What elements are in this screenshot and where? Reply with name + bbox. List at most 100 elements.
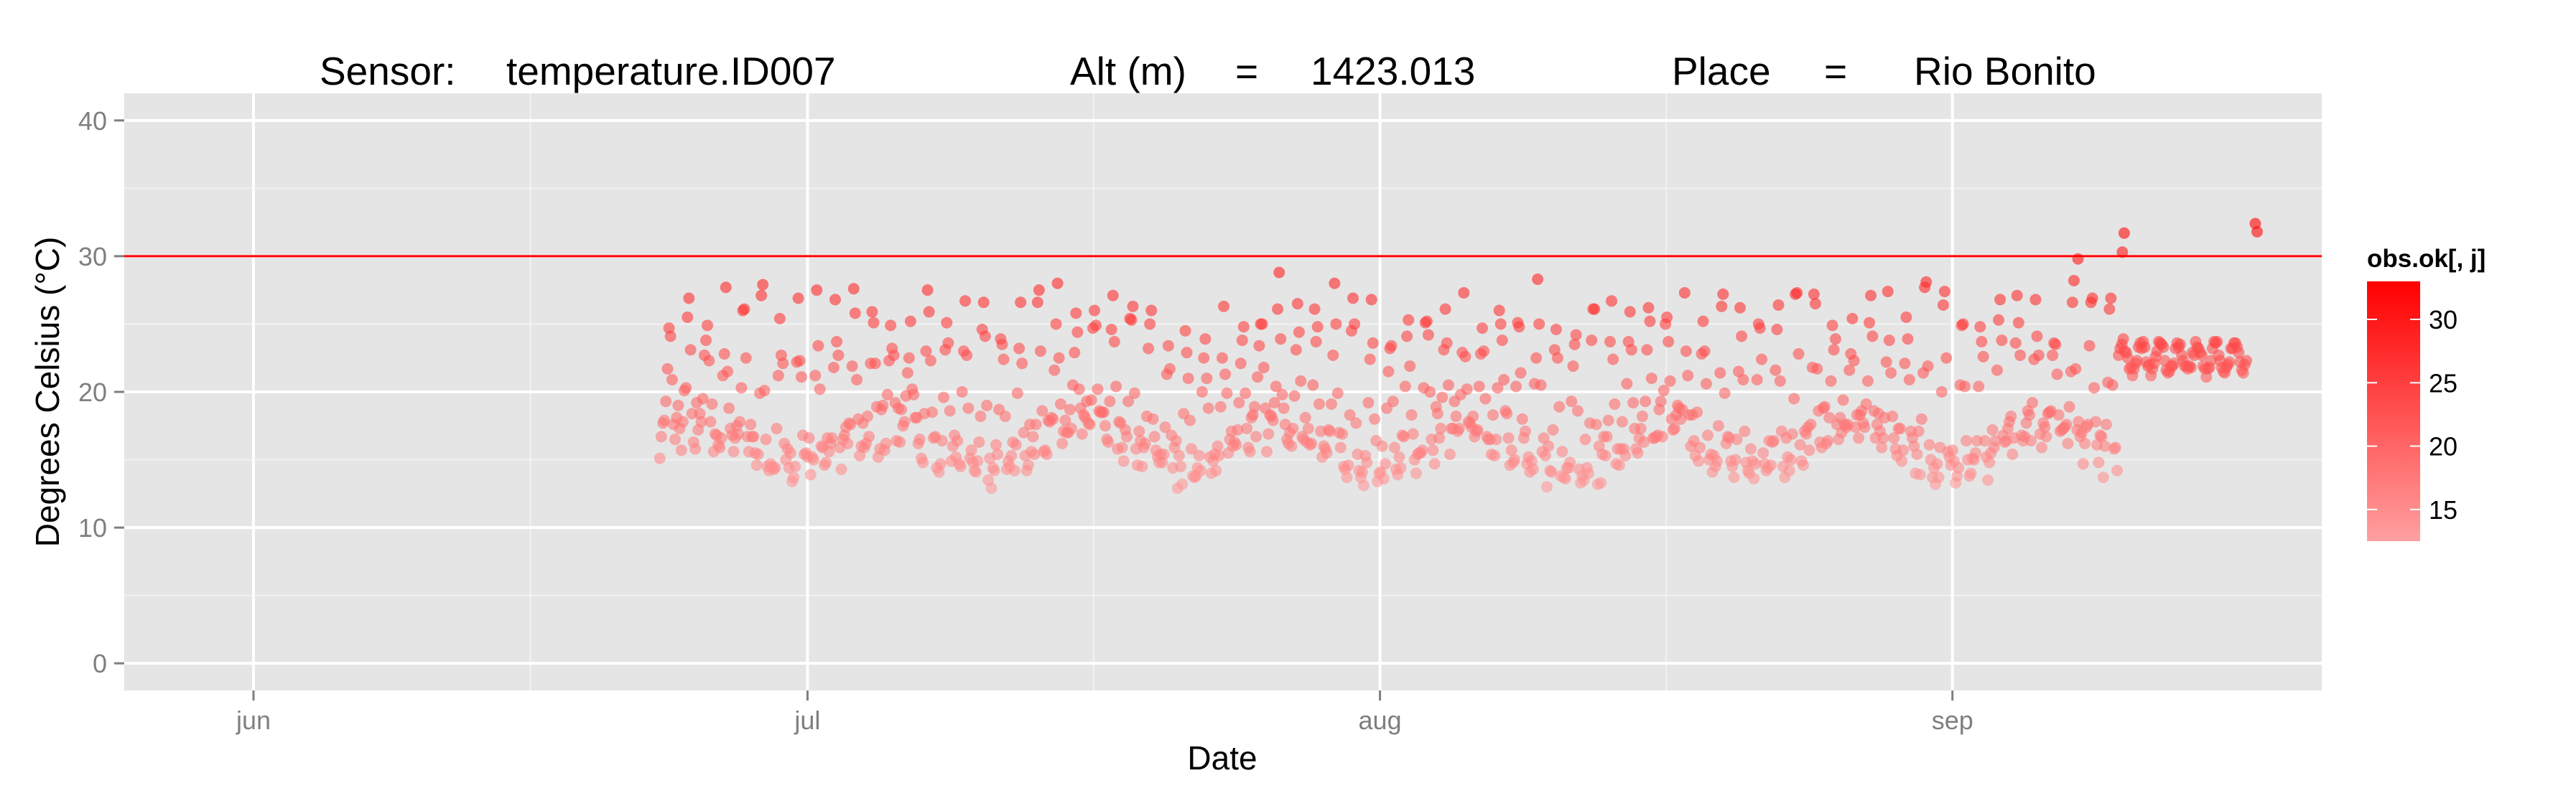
data-point <box>1680 345 1692 357</box>
data-point <box>2068 274 2080 286</box>
data-point <box>1656 431 1668 443</box>
data-point <box>1327 349 1339 361</box>
data-point <box>1550 324 1562 336</box>
data-point <box>706 398 718 411</box>
data-point <box>961 349 973 361</box>
data-point <box>655 431 667 443</box>
data-point <box>1018 426 1030 439</box>
data-point <box>1439 303 1451 315</box>
data-point <box>1826 319 1838 332</box>
data-point <box>1920 276 1933 288</box>
y-axis: 0 10 20 30 40 <box>78 106 124 678</box>
data-point <box>1861 375 1874 387</box>
data-point <box>926 406 938 418</box>
data-point <box>827 361 840 373</box>
data-point <box>771 423 783 435</box>
data-point <box>913 434 926 446</box>
data-point <box>1030 418 1042 431</box>
data-point <box>1015 296 1027 309</box>
data-point <box>1216 352 1228 364</box>
data-point <box>1248 400 1260 413</box>
data-point <box>745 418 757 431</box>
data-point <box>1059 414 1071 426</box>
data-point <box>2077 458 2089 470</box>
data-point <box>996 338 1008 350</box>
data-point <box>773 312 786 324</box>
data-point <box>1276 388 1288 400</box>
data-point <box>1253 339 1265 352</box>
data-point <box>1994 294 2007 306</box>
data-point <box>1330 318 1342 330</box>
data-point <box>2029 294 2042 306</box>
data-point <box>1331 387 1344 399</box>
legend-title: obs.ok[, j] <box>2367 245 2486 273</box>
data-point <box>1459 350 1471 362</box>
data-point <box>1828 344 1840 356</box>
chart-title: Sensor: temperature.ID007 Alt (m) = 1423… <box>320 49 2096 93</box>
data-point <box>2185 361 2197 373</box>
data-point <box>2105 292 2117 304</box>
data-point <box>1513 321 1525 333</box>
data-point <box>1571 405 1584 417</box>
data-point <box>1882 286 1894 298</box>
data-point <box>1902 333 1914 345</box>
data-point <box>1090 319 1102 332</box>
data-point <box>1272 303 1284 315</box>
data-point <box>1606 295 1618 307</box>
y-tick-label: 10 <box>78 513 107 543</box>
data-point <box>1458 286 1470 299</box>
data-point <box>999 411 1011 423</box>
data-point <box>1027 431 1039 443</box>
data-point <box>1105 324 1117 336</box>
data-point <box>1865 289 1877 301</box>
data-point <box>921 284 934 296</box>
data-point <box>981 399 993 411</box>
data-point <box>920 345 932 357</box>
data-point <box>1655 395 1667 408</box>
data-point <box>1267 414 1279 426</box>
data-point <box>831 336 843 348</box>
data-point <box>1212 440 1224 452</box>
data-point <box>1937 299 1949 311</box>
legend-colorbar <box>2367 281 2420 541</box>
data-point <box>2103 303 2116 315</box>
data-point <box>1982 474 1994 486</box>
data-point <box>1210 464 1222 477</box>
data-point <box>992 448 1004 460</box>
data-point <box>2251 225 2263 238</box>
data-point <box>1347 292 1359 304</box>
data-point <box>1984 456 1996 469</box>
data-point <box>718 348 730 360</box>
data-point <box>1104 395 1116 408</box>
data-point <box>998 353 1010 365</box>
data-point <box>2052 409 2065 421</box>
data-point <box>769 462 781 474</box>
data-point <box>1221 387 1233 399</box>
data-point <box>1809 298 1821 310</box>
data-point <box>2072 253 2084 265</box>
data-point <box>1479 393 1492 405</box>
data-point <box>1590 418 1602 431</box>
data-point <box>789 461 801 472</box>
data-point <box>1441 337 1453 349</box>
data-point <box>904 315 916 327</box>
data-point <box>702 319 714 332</box>
data-point <box>2032 349 2045 361</box>
data-point <box>1442 379 1454 391</box>
data-point <box>1931 458 1943 470</box>
data-point <box>898 416 911 428</box>
data-point <box>814 383 826 395</box>
data-point <box>1387 395 1399 408</box>
data-point <box>738 303 750 315</box>
data-point <box>1712 420 1724 432</box>
data-point <box>826 432 838 444</box>
data-point <box>1757 447 1770 459</box>
data-point <box>2051 368 2063 380</box>
data-point <box>863 431 875 443</box>
data-point <box>2131 355 2143 367</box>
data-point <box>1748 473 1760 485</box>
data-point <box>1194 464 1206 477</box>
data-point <box>794 355 806 367</box>
data-point <box>1117 455 1130 467</box>
data-point <box>944 405 956 417</box>
